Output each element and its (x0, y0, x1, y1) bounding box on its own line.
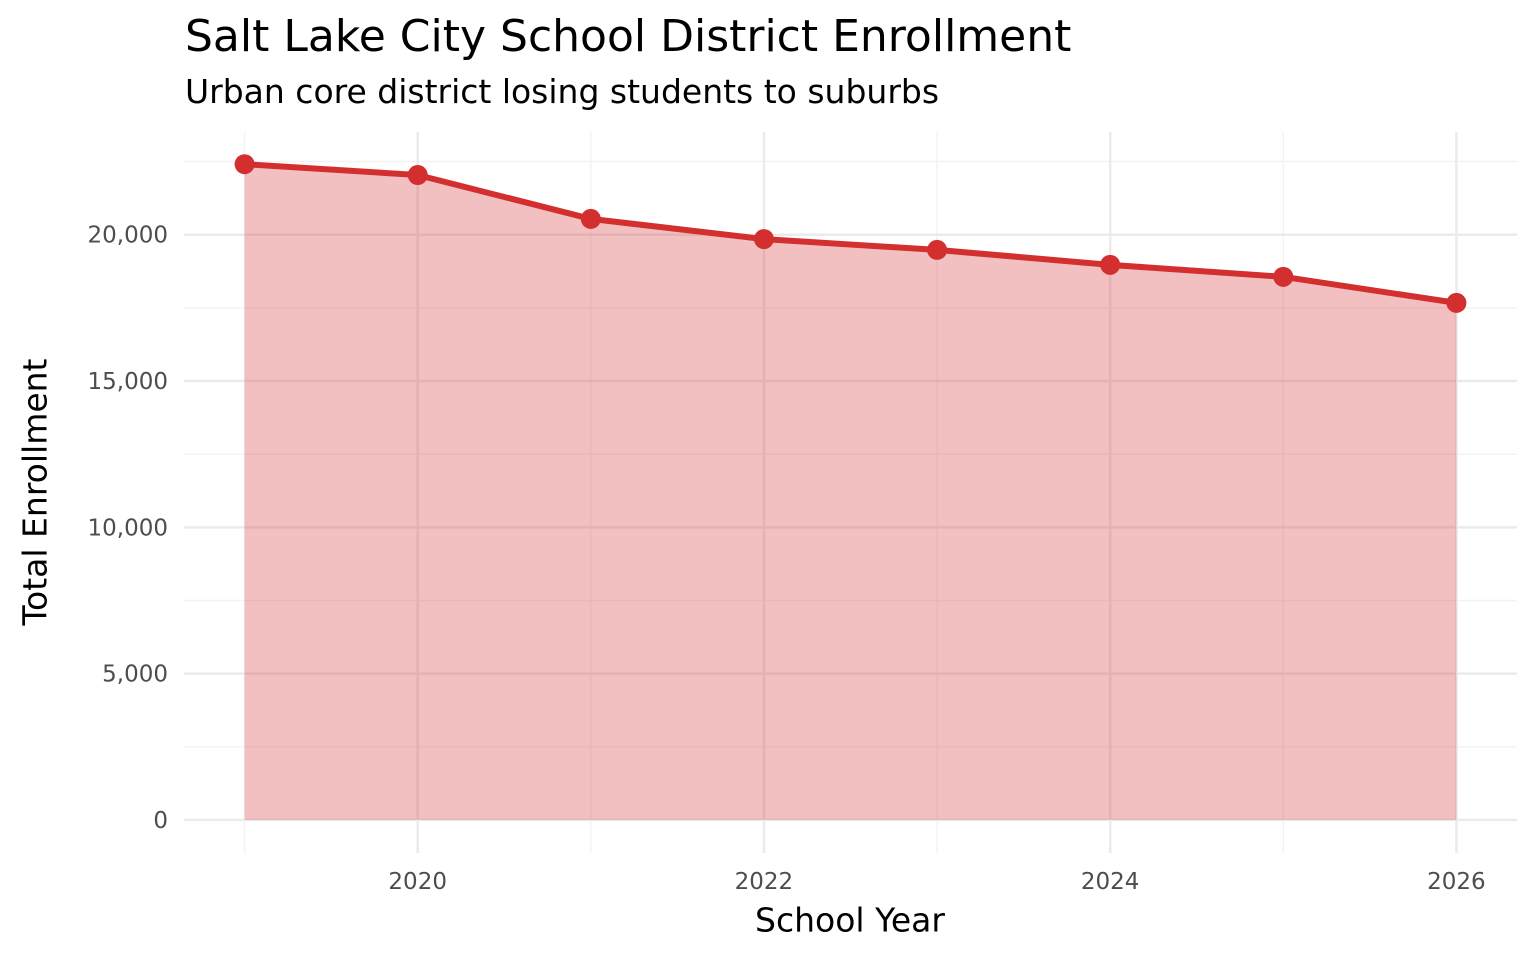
x-tick-label: 2026 (1427, 869, 1486, 895)
chart-title: Salt Lake City School District Enrollmen… (185, 11, 1072, 62)
data-point-2023 (927, 239, 948, 260)
y-tick-label: 10,000 (88, 515, 168, 541)
data-point-2021 (580, 208, 601, 229)
data-point-2024 (1100, 254, 1121, 275)
major-gridlines (184, 132, 1517, 853)
x-tick-label: 2022 (735, 869, 794, 895)
enrollment-area-fill (244, 164, 1457, 820)
y-tick-label: 15,000 (88, 369, 168, 395)
y-tick-label: 0 (153, 808, 168, 834)
x-axis-ticks: 2020 2022 2024 2026 (388, 869, 1485, 895)
y-tick-label: 20,000 (88, 223, 168, 249)
minor-gridlines (184, 132, 1517, 853)
x-tick-label: 2020 (388, 869, 447, 895)
data-point-2020 (407, 165, 428, 186)
y-tick-label: 5,000 (102, 662, 168, 688)
y-axis-ticks: 0 5,000 10,000 15,000 20,000 (88, 223, 168, 834)
data-point-2022 (753, 229, 774, 250)
chart-subtitle: Urban core district losing students to s… (185, 72, 940, 111)
x-tick-label: 2024 (1081, 869, 1140, 895)
data-point-2025 (1273, 266, 1294, 287)
enrollment-line (244, 161, 1457, 306)
data-point-2026 (1446, 292, 1467, 313)
data-point-2019 (234, 154, 255, 175)
x-axis-label: School Year (755, 900, 945, 940)
data-points (234, 154, 1467, 313)
